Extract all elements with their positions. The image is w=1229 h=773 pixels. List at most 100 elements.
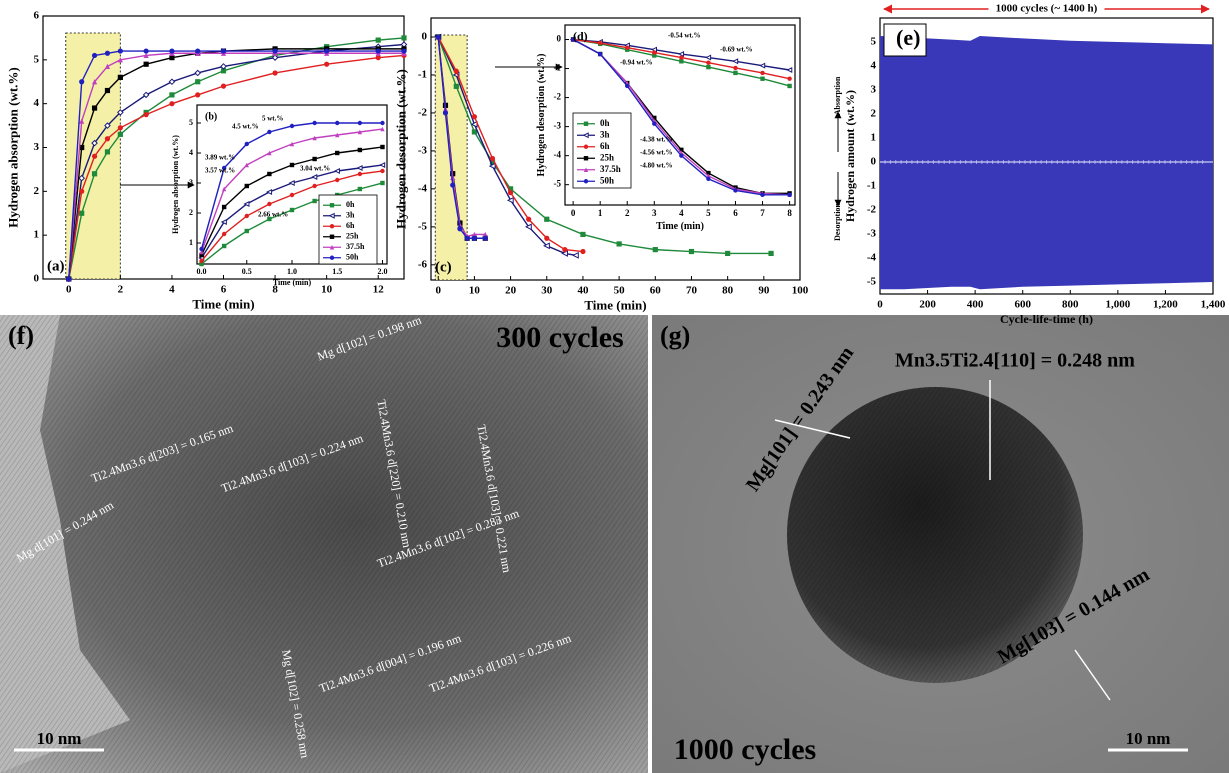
- point: [489, 159, 496, 165]
- x-tick-label: 4: [679, 208, 684, 218]
- panel-label: (c): [435, 259, 452, 275]
- y-tick-label: 2: [34, 185, 40, 197]
- y-tick-label: -4: [554, 150, 562, 160]
- value-annotation: -0.54 wt.%: [668, 32, 700, 40]
- point: [375, 55, 381, 61]
- x-tick-label: 800: [1062, 299, 1079, 311]
- point: [267, 171, 272, 177]
- point: [571, 251, 579, 259]
- legend-marker: [329, 255, 335, 260]
- point: [526, 216, 532, 222]
- y-tick-label: 4: [34, 97, 40, 109]
- point: [312, 198, 317, 204]
- point: [357, 129, 363, 135]
- y-tick-label: 1: [34, 229, 40, 241]
- x-tick-label: 0.5: [242, 267, 252, 276]
- value-annotation: -0.69 wt.%: [720, 46, 752, 54]
- value-annotation: 3.89 wt.%: [205, 154, 235, 162]
- point: [221, 243, 227, 249]
- y-tick-label: -1: [867, 180, 876, 192]
- y-tick-label: 0: [557, 34, 562, 44]
- point: [266, 188, 273, 196]
- point: [312, 183, 317, 189]
- legend-marker: [583, 144, 589, 149]
- point: [732, 58, 739, 65]
- y-axis-label: Hydrogen desorption (wt.%): [393, 69, 408, 229]
- x-tick-label: 400: [967, 299, 984, 311]
- axis-annotation: Desorption: [833, 203, 842, 241]
- point: [199, 252, 204, 258]
- point: [220, 63, 227, 70]
- point: [786, 66, 793, 74]
- point: [379, 161, 386, 169]
- point: [652, 247, 658, 253]
- point: [289, 141, 295, 147]
- point: [380, 180, 385, 186]
- point: [679, 55, 684, 60]
- point: [199, 246, 204, 252]
- point: [507, 190, 514, 196]
- lattice-f: [0, 315, 648, 773]
- point: [759, 62, 766, 69]
- y-tick-label: -3: [867, 228, 877, 240]
- x-tick-label: 1,200: [1153, 299, 1178, 311]
- x-tick-label: 80: [722, 285, 734, 297]
- point: [375, 37, 381, 43]
- point: [272, 70, 278, 76]
- scale-bar-label: 10 nm: [37, 729, 82, 748]
- y-tick-label: 2: [871, 108, 877, 120]
- point: [357, 171, 363, 177]
- point: [312, 156, 317, 162]
- y-tick-label: 5: [34, 53, 40, 65]
- legend-marker: [583, 167, 589, 172]
- legend-marker: [582, 132, 589, 139]
- point: [244, 141, 249, 147]
- point: [733, 65, 738, 71]
- point: [570, 37, 576, 42]
- y-tick-label: 2: [189, 208, 193, 217]
- x-tick-label: 50: [614, 285, 626, 297]
- title-bg: [988, 1, 1105, 17]
- y-tick-label: -4: [867, 252, 877, 264]
- y-tick-label: -1: [418, 68, 427, 80]
- point: [335, 120, 340, 126]
- y-axis-label: Hydrogen desorption (wt.%): [536, 54, 547, 177]
- panel-label: (e): [896, 25, 920, 50]
- point: [652, 121, 657, 126]
- x-tick-label: 20: [505, 285, 517, 297]
- point: [267, 216, 272, 222]
- point: [679, 147, 684, 153]
- point: [471, 235, 478, 241]
- y-tick-label: -1: [554, 63, 562, 73]
- point: [356, 164, 363, 172]
- legend-label: 37.5h: [600, 164, 621, 174]
- point: [195, 48, 201, 54]
- panel-label: (g): [660, 321, 690, 350]
- x-tick-label: 100: [792, 285, 809, 297]
- panel-label: (b): [205, 111, 217, 122]
- x-tick-label: 0: [877, 299, 883, 311]
- point: [401, 48, 407, 54]
- point: [616, 241, 622, 247]
- point: [471, 129, 478, 135]
- panel-label-box: [883, 23, 927, 57]
- point: [435, 34, 441, 40]
- point: [380, 168, 385, 174]
- point: [142, 91, 150, 99]
- y-tick-label: 0: [871, 156, 877, 168]
- y-tick-label: 0: [422, 31, 428, 43]
- x-tick-label: 6: [221, 284, 227, 296]
- point: [471, 231, 478, 238]
- legend-label: 3h: [346, 211, 355, 220]
- legend-label: 6h: [600, 141, 610, 151]
- point: [104, 50, 111, 56]
- panel-label: (f): [8, 321, 34, 350]
- x-axis-label: Time (min): [584, 297, 646, 312]
- x-tick-label: 1: [598, 208, 603, 218]
- point: [544, 216, 550, 222]
- value-annotation: -4.56 wt.%: [640, 149, 672, 157]
- point: [787, 83, 792, 89]
- point: [289, 123, 295, 129]
- point: [104, 136, 111, 142]
